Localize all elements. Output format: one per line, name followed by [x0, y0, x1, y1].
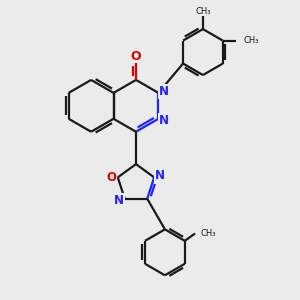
Text: O: O — [131, 50, 141, 64]
Text: CH₃: CH₃ — [243, 36, 259, 45]
Text: N: N — [114, 194, 124, 207]
Text: N: N — [159, 85, 169, 98]
Text: CH₃: CH₃ — [200, 229, 216, 238]
Text: N: N — [159, 114, 169, 127]
Text: O: O — [106, 171, 116, 184]
Text: CH₃: CH₃ — [195, 7, 211, 16]
Text: N: N — [155, 169, 165, 182]
